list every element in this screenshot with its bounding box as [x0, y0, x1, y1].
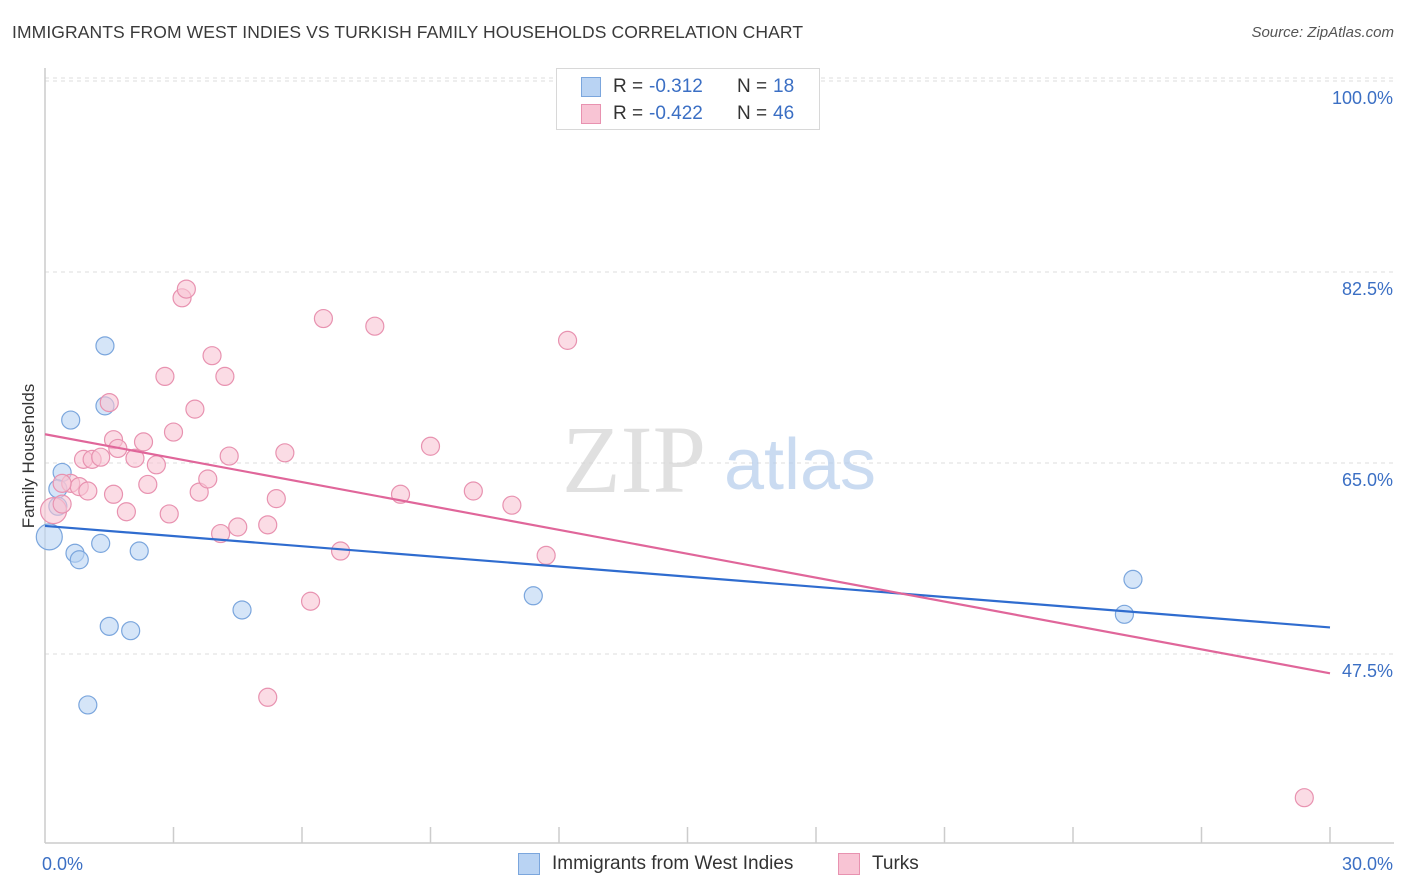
point-west-indies	[1123, 569, 1143, 590]
point-turks	[176, 279, 196, 299]
chart-title: IMMIGRANTS FROM WEST INDIES VS TURKISH F…	[12, 22, 804, 42]
point-turks	[536, 545, 556, 566]
axes	[44, 68, 1394, 844]
point-turks	[52, 494, 72, 514]
point-turks	[99, 393, 119, 413]
point-turks	[211, 523, 231, 544]
point-turks	[463, 481, 483, 501]
point-west-indies	[121, 621, 141, 641]
point-turks	[502, 495, 522, 515]
trend-lines	[44, 433, 1331, 675]
point-west-indies	[232, 600, 252, 620]
y-axis-label: Family Households	[19, 384, 38, 529]
point-turks	[91, 447, 111, 467]
legend-label-turks: Turks	[872, 853, 919, 874]
point-turks	[215, 366, 235, 387]
point-turks	[300, 591, 321, 611]
point-turks	[133, 432, 154, 452]
point-turks	[266, 489, 286, 509]
point-turks	[330, 541, 351, 561]
point-west-indies	[1114, 604, 1135, 624]
stats-legend-row-blue: R = -0.312 N = 18	[581, 75, 794, 99]
point-west-indies	[78, 695, 98, 715]
y-tick-label: 65.0%	[1342, 470, 1393, 490]
point-turks	[365, 316, 385, 336]
point-turks	[258, 515, 278, 535]
point-west-indies	[95, 336, 115, 356]
point-west-indies	[69, 550, 89, 570]
legend-item-turks[interactable]: Turks	[838, 851, 919, 877]
trendline-west-indies	[44, 524, 1331, 629]
tick-labels: 100.0% 82.5% 65.0% 47.5% 0.0% 30.0%	[42, 88, 1393, 874]
point-turks	[557, 330, 578, 350]
pink-swatch	[581, 104, 601, 124]
series-legend: Immigrants from West Indies Turks	[0, 851, 1406, 877]
point-west-indies	[523, 586, 543, 606]
pink-swatch	[838, 853, 860, 875]
y-tick-label: 47.5%	[1342, 661, 1393, 681]
n-value: 18	[773, 76, 795, 97]
point-turks	[275, 443, 295, 463]
y-tick-label: 82.5%	[1342, 279, 1393, 299]
point-west-indies	[61, 410, 81, 430]
point-turks	[52, 473, 72, 493]
n-label: N =	[737, 76, 768, 97]
x-tick-label: 30.0%	[1342, 854, 1393, 874]
gridlines	[45, 77, 1394, 655]
blue-swatch	[518, 853, 540, 875]
legend-label-west-indies: Immigrants from West Indies	[552, 853, 794, 874]
r-value: -0.422	[649, 103, 703, 124]
point-turks	[163, 422, 184, 442]
point-turks	[258, 687, 278, 707]
data-points	[35, 279, 1314, 808]
point-west-indies	[99, 616, 119, 636]
point-turks	[155, 366, 175, 387]
r-label: R =	[613, 76, 644, 97]
point-west-indies	[91, 533, 111, 553]
point-turks	[202, 346, 222, 366]
r-label: R =	[613, 103, 644, 124]
point-turks	[420, 436, 441, 456]
trendline-turks	[44, 433, 1331, 675]
point-turks	[78, 481, 98, 501]
x-tick-label: 0.0%	[42, 854, 83, 874]
watermark-zip: ZIP	[562, 406, 706, 513]
n-label: N =	[737, 103, 768, 124]
point-turks	[146, 455, 166, 475]
point-turks	[116, 502, 136, 522]
point-turks	[228, 517, 248, 537]
watermark-atlas: atlas	[724, 425, 876, 505]
stats-legend-row-pink: R = -0.422 N = 46	[581, 102, 794, 126]
point-turks	[125, 448, 145, 468]
point-turks	[219, 446, 239, 466]
point-west-indies	[129, 541, 149, 561]
point-turks	[185, 399, 205, 419]
blue-swatch	[581, 77, 601, 97]
n-value: 46	[773, 103, 795, 124]
point-turks	[159, 504, 179, 524]
point-turks	[198, 469, 218, 489]
watermark: ZIP atlas	[562, 406, 876, 513]
point-turks	[138, 474, 158, 495]
source-label: Source: ZipAtlas.com	[1251, 24, 1394, 41]
r-value: -0.312	[649, 76, 703, 97]
point-turks	[1294, 788, 1314, 808]
y-tick-label: 100.0%	[1332, 88, 1393, 108]
point-turks	[103, 484, 124, 504]
legend-item-west-indies[interactable]: Immigrants from West Indies	[518, 851, 793, 877]
point-west-indies	[35, 523, 63, 551]
point-turks	[313, 308, 334, 329]
stats-legend: R = -0.312 N = 18 R = -0.422 N = 46	[556, 68, 820, 130]
